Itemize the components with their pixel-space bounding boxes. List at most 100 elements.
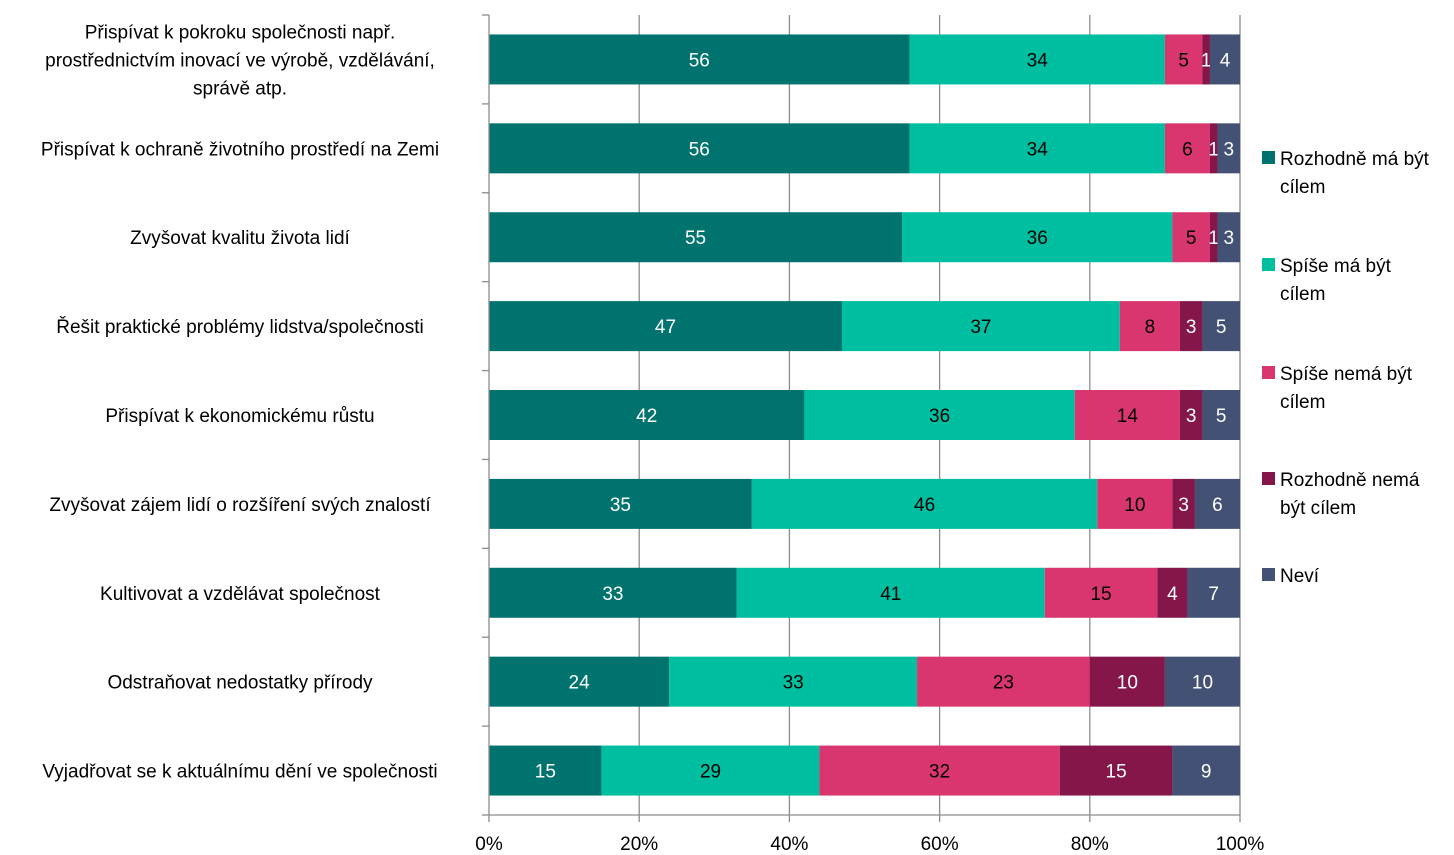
category-labels: Přispívat k pokroku společnosti např. pro… <box>41 22 439 782</box>
category-label: Přispívat k pokroku společnosti např. pro… <box>45 22 435 99</box>
data-label: 37 <box>970 317 991 338</box>
x-tick-label: 0% <box>475 834 503 855</box>
data-label: 8 <box>1145 317 1156 338</box>
data-label: 4 <box>1220 50 1231 71</box>
data-label: 3 <box>1186 317 1197 338</box>
category-label-line: Zvyšovat kvalitu života lidí <box>130 228 350 249</box>
data-label: 4 <box>1167 584 1178 605</box>
legend-entry-line: cílem <box>1280 392 1325 413</box>
data-label: 36 <box>1027 228 1048 249</box>
x-tick-label: 80% <box>1071 834 1109 855</box>
category-label-line: správě atp. <box>193 78 287 99</box>
bar-segment <box>1059 745 1173 796</box>
data-label: 32 <box>929 762 950 783</box>
x-tick-label: 60% <box>921 834 959 855</box>
bar-segment <box>1209 212 1218 263</box>
bar-segment <box>1164 656 1240 707</box>
data-label: 7 <box>1208 584 1219 605</box>
data-label: 10 <box>1192 673 1213 694</box>
bar-segment <box>489 212 903 263</box>
data-label: 35 <box>610 495 631 516</box>
bar-segment <box>489 478 752 529</box>
bar-segment <box>909 123 1165 174</box>
x-tick-label: 100% <box>1216 834 1265 855</box>
data-label: 10 <box>1124 495 1145 516</box>
bar-segment <box>669 656 918 707</box>
legend-swatch <box>1262 258 1275 271</box>
bar-segment <box>601 745 820 796</box>
data-label: 1 <box>1208 228 1219 249</box>
data-label: 29 <box>700 762 721 783</box>
data-label: 5 <box>1186 228 1197 249</box>
bar-segment <box>917 656 1090 707</box>
category-label-line: Vyjadřovat se k aktuálnímu dění ve spole… <box>42 762 437 783</box>
bar-segment <box>804 390 1075 440</box>
data-label: 34 <box>1027 50 1049 71</box>
category-label-line: prostřednictvím inovací ve výrobě, vzděl… <box>45 50 435 71</box>
category-label-line: Přispívat k ekonomickému růstu <box>105 406 374 427</box>
bar-segment <box>1202 301 1240 352</box>
data-label: 33 <box>602 584 623 605</box>
category-label: Zvyšovat kvalitu života lidí <box>130 228 350 249</box>
legend-entry-line: Neví <box>1280 566 1320 587</box>
data-label: 15 <box>1090 584 1111 605</box>
bar-segment <box>1164 34 1203 85</box>
bar-segment <box>1217 212 1240 263</box>
data-label: 23 <box>993 673 1014 694</box>
bar-segment <box>1044 567 1158 618</box>
legend-entry: Rozhodně nemá být cílem <box>1280 470 1420 519</box>
data-label: 3 <box>1178 495 1189 516</box>
category-label-line: Přispívat k pokroku společnosti např. <box>85 22 396 43</box>
legend-swatch <box>1262 472 1275 485</box>
category-label: Odstraňovat nedostatky přírody <box>107 673 373 694</box>
category-label: Řešit praktické problémy lidstva/společn… <box>56 316 424 338</box>
category-label-line: Zvyšovat zájem lidí o rozšíření svých zn… <box>49 495 431 516</box>
bar-segment <box>1194 478 1240 529</box>
data-label: 33 <box>783 673 804 694</box>
legend-entry-line: Rozhodně nemá <box>1280 470 1420 491</box>
bar-segment <box>489 567 737 618</box>
category-label-line: Kultivovat a vzdělávat společnost <box>100 584 381 605</box>
data-label: 24 <box>569 673 591 694</box>
bar-segment <box>1202 390 1240 440</box>
category-label: Přispívat k ochraně životního prostředí … <box>41 139 439 160</box>
bar-segment <box>1089 656 1165 707</box>
data-label: 34 <box>1027 139 1049 160</box>
data-label: 10 <box>1117 673 1138 694</box>
data-label: 3 <box>1223 139 1234 160</box>
bars: 56 34 5 1 456 34 6 1 355 36 5 1 347 37 8 3 542 36 14 3 535 46… <box>489 34 1240 796</box>
category-label-line: Odstraňovat nedostatky přírody <box>107 673 373 694</box>
axes <box>482 14 1241 822</box>
bar-segment <box>902 212 1173 263</box>
data-label: 5 <box>1216 406 1227 427</box>
bar-segment <box>1179 390 1203 440</box>
x-tick-label: 20% <box>620 834 658 855</box>
bar-segment <box>1202 34 1210 85</box>
data-label: 56 <box>689 139 710 160</box>
legend-swatch <box>1262 366 1275 379</box>
data-label: 9 <box>1201 762 1212 783</box>
data-label: 42 <box>636 406 657 427</box>
data-label: 15 <box>535 762 556 783</box>
legend-entry-line: cílem <box>1280 284 1325 305</box>
data-label: 6 <box>1182 139 1193 160</box>
category-label-line: Řešit praktické problémy lidstva/společn… <box>56 316 424 338</box>
bar-segment <box>1217 123 1240 174</box>
bar-segment <box>736 567 1045 618</box>
data-label: 14 <box>1117 406 1139 427</box>
legend-entry: Rozhodně má být cílem <box>1280 149 1430 198</box>
legend-entry: Neví <box>1280 566 1320 587</box>
data-label: 1 <box>1201 50 1212 71</box>
category-label: Zvyšovat zájem lidí o rozšíření svých zn… <box>49 495 431 516</box>
bar-segment <box>1157 567 1188 618</box>
category-label: Kultivovat a vzdělávat společnost <box>100 584 381 605</box>
bar-segment <box>909 34 1165 85</box>
data-label: 5 <box>1216 317 1227 338</box>
data-label: 5 <box>1178 50 1189 71</box>
x-tick-labels: 0% 20% 40% 60% 80% 100% <box>475 834 1264 855</box>
bar-segment <box>489 34 910 85</box>
category-label: Přispívat k ekonomickému růstu <box>105 406 374 427</box>
bar-segment <box>841 301 1120 352</box>
